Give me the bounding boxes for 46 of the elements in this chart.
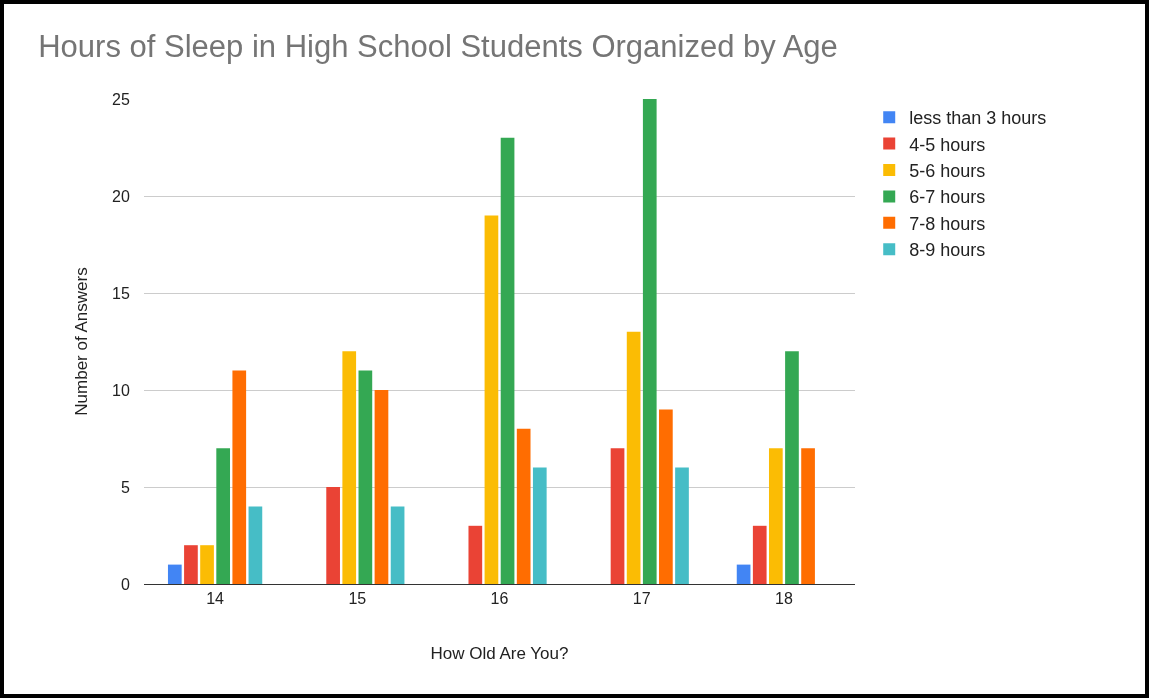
x-tick-label: 14 — [206, 590, 225, 608]
bar — [516, 428, 531, 584]
bar — [374, 390, 389, 584]
y-tick-label: 25 — [112, 90, 130, 108]
y-tick-label: 15 — [112, 284, 130, 302]
bar — [675, 467, 689, 584]
legend-label: 7-8 hours — [909, 213, 986, 234]
bar — [736, 564, 751, 584]
bar — [184, 545, 198, 584]
bar — [200, 545, 214, 584]
bar — [532, 467, 547, 584]
bar — [500, 137, 515, 584]
legend-label: 8-9 hours — [909, 240, 986, 261]
bar — [326, 487, 340, 584]
bar — [801, 448, 815, 584]
chart-title: Hours of Sleep in High School Students Organized by Age — [38, 28, 838, 64]
bar — [342, 351, 357, 584]
x-tick-label: 17 — [632, 590, 651, 608]
legend-label: less than 3 hours — [909, 108, 1047, 129]
x-axis-title: How Old Are You? — [430, 643, 569, 663]
y-tick-label: 10 — [112, 381, 130, 399]
bar — [232, 370, 247, 584]
bar — [626, 331, 641, 584]
bar — [248, 506, 263, 584]
y-tick-label: 5 — [120, 478, 130, 496]
y-axis-title: Number of Answers — [71, 267, 91, 416]
bar — [610, 448, 625, 584]
bar — [785, 351, 799, 584]
bar — [390, 506, 405, 584]
bar — [659, 409, 673, 584]
bar — [358, 370, 373, 584]
bar — [167, 564, 182, 584]
x-tick-label: 16 — [490, 590, 509, 608]
legend-label: 4-5 hours — [909, 134, 986, 155]
bar — [642, 99, 657, 584]
legend-label: 5-6 hours — [909, 161, 986, 182]
y-tick-label: 0 — [120, 575, 130, 593]
bar — [752, 525, 767, 584]
y-tick-label: 20 — [112, 187, 130, 205]
bar — [216, 448, 231, 584]
bar — [768, 448, 783, 584]
x-tick-label: 18 — [775, 590, 793, 608]
bar — [484, 215, 499, 584]
x-tick-label: 15 — [348, 590, 367, 608]
legend-label: 6-7 hours — [909, 187, 986, 208]
bar — [468, 525, 483, 584]
